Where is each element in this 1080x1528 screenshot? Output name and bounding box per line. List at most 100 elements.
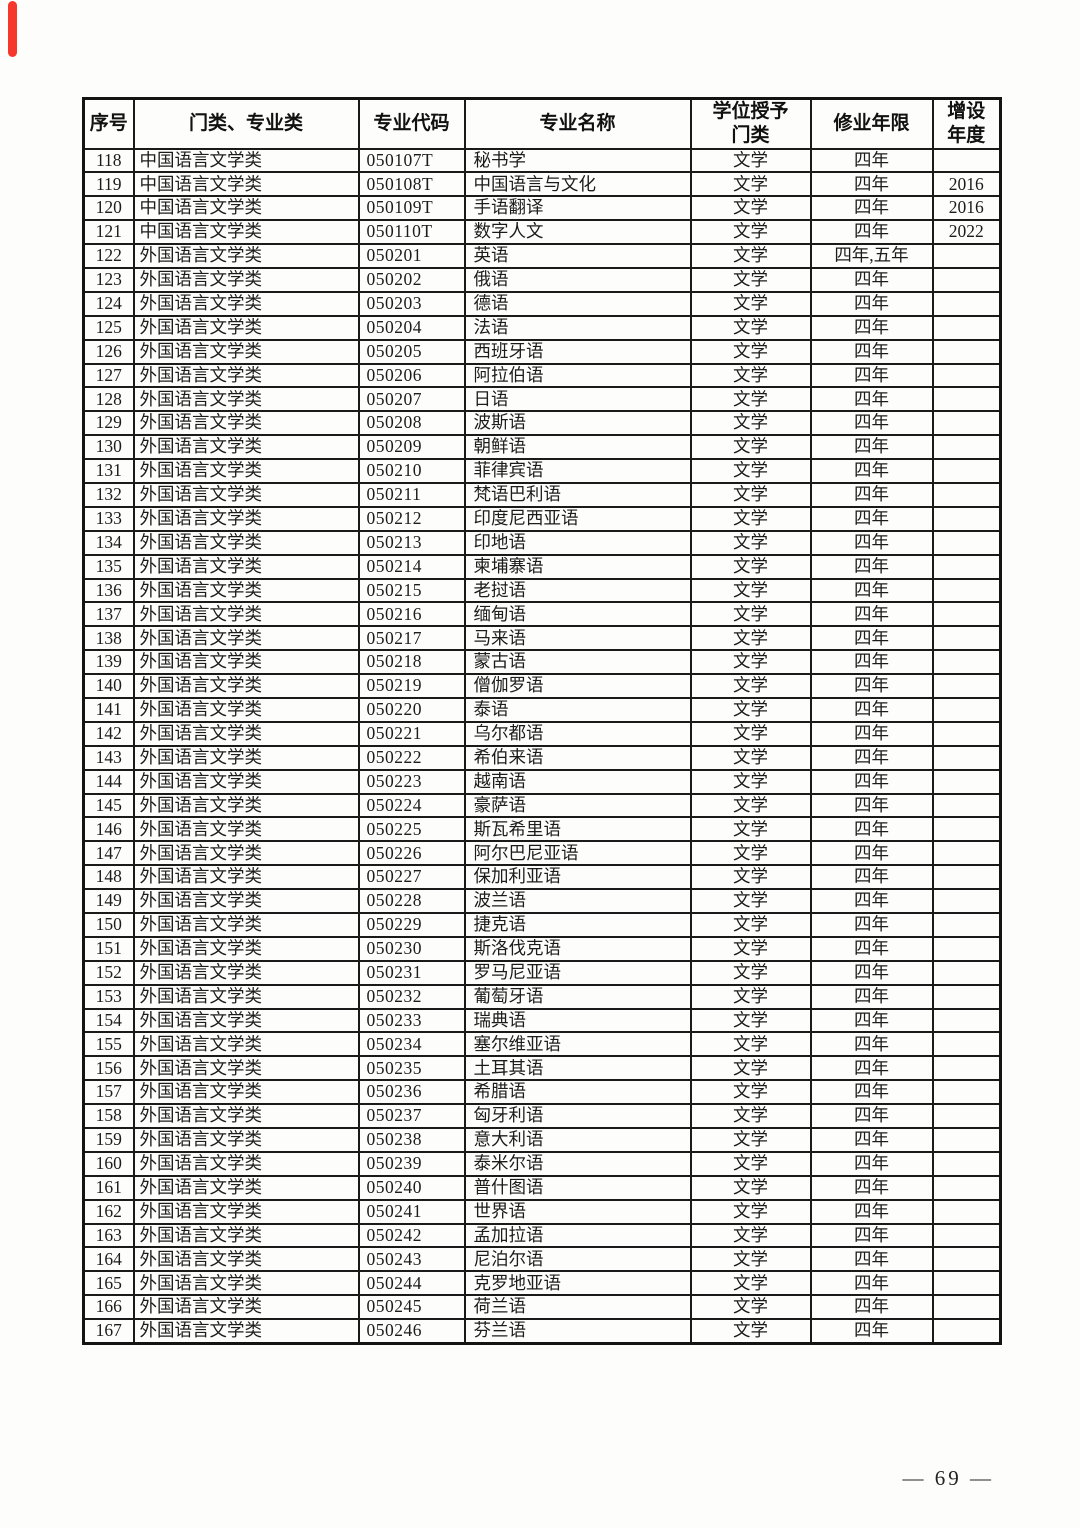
cell-name: 法语 <box>463 314 692 341</box>
cell-category: 外国语言文学类 <box>132 1222 360 1249</box>
cell-year-added <box>931 314 1002 341</box>
cell-year-added <box>931 1055 1002 1082</box>
cell-degree-category: 文学 <box>689 290 812 317</box>
cell-year-added <box>931 434 1002 461</box>
table-row: 166 外国语言文学类 050245 荷兰语 文学 四年 <box>82 1294 1002 1321</box>
cell-code: 050223 <box>357 768 466 795</box>
cell-name: 僧伽罗语 <box>463 673 692 699</box>
cell-index: 167 <box>82 1318 135 1345</box>
cell-duration: 四年 <box>809 1270 934 1297</box>
cell-index: 164 <box>82 1246 135 1273</box>
cell-duration: 四年 <box>809 840 934 867</box>
table-row: 138 外国语言文学类 050217 马来语 文学 四年 <box>82 625 1002 652</box>
cell-category: 外国语言文学类 <box>132 912 360 938</box>
cell-name: 意大利语 <box>463 1127 692 1153</box>
cell-degree-category: 文学 <box>689 696 812 723</box>
cell-name: 西班牙语 <box>463 338 692 365</box>
cell-category: 中国语言文学类 <box>132 219 360 246</box>
cell-code: 050228 <box>357 888 466 914</box>
cell-name: 德语 <box>463 290 692 317</box>
cell-name: 阿尔巴尼亚语 <box>463 840 692 867</box>
cell-category: 外国语言文学类 <box>132 458 360 484</box>
cell-name: 印地语 <box>463 529 692 556</box>
cell-degree-category: 文学 <box>689 935 812 962</box>
cell-degree-category: 文学 <box>689 912 812 938</box>
header-col-year-added: 增设 年度 <box>931 97 1002 150</box>
cell-duration: 四年 <box>809 1294 934 1321</box>
cell-name: 普什图语 <box>463 1174 692 1201</box>
cell-duration: 四年 <box>809 577 934 604</box>
cell-index: 124 <box>82 290 135 317</box>
cell-duration: 四年 <box>809 1103 934 1130</box>
cell-category: 外国语言文学类 <box>132 720 360 747</box>
cell-category: 外国语言文学类 <box>132 625 360 652</box>
cell-index: 131 <box>82 458 135 484</box>
table-row: 162 外国语言文学类 050241 世界语 文学 四年 <box>82 1198 1002 1225</box>
cell-duration: 四年 <box>809 720 934 747</box>
cell-duration: 四年 <box>809 219 934 246</box>
cell-index: 128 <box>82 386 135 413</box>
table-row: 121 中国语言文学类 050110T 数字人文 文学 四年 2022 <box>82 219 1002 246</box>
cell-name: 豪萨语 <box>463 792 692 819</box>
cell-name: 土耳其语 <box>463 1055 692 1082</box>
table-row: 128 外国语言文学类 050207 日语 文学 四年 <box>82 386 1002 413</box>
cell-duration: 四年 <box>809 1031 934 1058</box>
cell-category: 外国语言文学类 <box>132 673 360 699</box>
cell-index: 154 <box>82 1007 135 1034</box>
cell-index: 146 <box>82 816 135 843</box>
cell-code: 050213 <box>357 529 466 556</box>
cell-degree-category: 文学 <box>689 888 812 914</box>
cell-degree-category: 文学 <box>689 744 812 771</box>
cell-index: 120 <box>82 195 135 222</box>
cell-code: 050244 <box>357 1270 466 1297</box>
cell-year-added <box>931 696 1002 723</box>
cell-code: 050239 <box>357 1150 466 1177</box>
cell-duration: 四年,五年 <box>809 243 934 269</box>
cell-year-added <box>931 266 1002 293</box>
cell-index: 155 <box>82 1031 135 1058</box>
cell-code: 050216 <box>357 601 466 628</box>
cell-code: 050234 <box>357 1031 466 1058</box>
header-col-category: 门类、专业类 <box>132 97 360 150</box>
cell-year-added: 2022 <box>931 219 1002 246</box>
red-marker-bar <box>8 1 17 57</box>
table-row: 155 外国语言文学类 050234 塞尔维亚语 文学 四年 <box>82 1031 1002 1058</box>
cell-name: 保加利亚语 <box>463 864 692 891</box>
cell-year-added <box>931 410 1002 437</box>
cell-category: 外国语言文学类 <box>132 696 360 723</box>
cell-category: 外国语言文学类 <box>132 983 360 1010</box>
table-row: 129 外国语言文学类 050208 波斯语 文学 四年 <box>82 410 1002 437</box>
cell-category: 外国语言文学类 <box>132 1174 360 1201</box>
cell-index: 151 <box>82 935 135 962</box>
cell-name: 手语翻译 <box>463 195 692 222</box>
table-row: 139 外国语言文学类 050218 蒙古语 文学 四年 <box>82 649 1002 676</box>
cell-duration: 四年 <box>809 744 934 771</box>
cell-name: 捷克语 <box>463 912 692 938</box>
table-row: 154 外国语言文学类 050233 瑞典语 文学 四年 <box>82 1007 1002 1034</box>
header-col-index: 序号 <box>82 97 135 150</box>
cell-degree-category: 文学 <box>689 481 812 508</box>
cell-degree-category: 文学 <box>689 195 812 222</box>
cell-index: 160 <box>82 1150 135 1177</box>
cell-duration: 四年 <box>809 553 934 580</box>
cell-degree-category: 文学 <box>689 983 812 1010</box>
cell-degree-category: 文学 <box>689 1055 812 1082</box>
cell-duration: 四年 <box>809 1318 934 1345</box>
cell-index: 140 <box>82 673 135 699</box>
cell-year-added <box>931 1318 1002 1345</box>
cell-index: 166 <box>82 1294 135 1321</box>
cell-category: 外国语言文学类 <box>132 434 360 461</box>
cell-code: 050215 <box>357 577 466 604</box>
cell-name: 罗马尼亚语 <box>463 959 692 986</box>
cell-duration: 四年 <box>809 290 934 317</box>
header-col-degree-category: 学位授予 门类 <box>689 97 812 150</box>
cell-degree-category: 文学 <box>689 243 812 269</box>
cell-degree-category: 文学 <box>689 458 812 484</box>
cell-year-added <box>931 625 1002 652</box>
cell-year-added <box>931 816 1002 843</box>
table-row: 140 外国语言文学类 050219 僧伽罗语 文学 四年 <box>82 673 1002 699</box>
header-row: 序号 门类、专业类 专业代码 专业名称 学位授予 门类 修业年限 增设 年度 <box>82 97 1002 150</box>
cell-index: 157 <box>82 1079 135 1106</box>
cell-degree-category: 文学 <box>689 720 812 747</box>
cell-name: 英语 <box>463 243 692 269</box>
